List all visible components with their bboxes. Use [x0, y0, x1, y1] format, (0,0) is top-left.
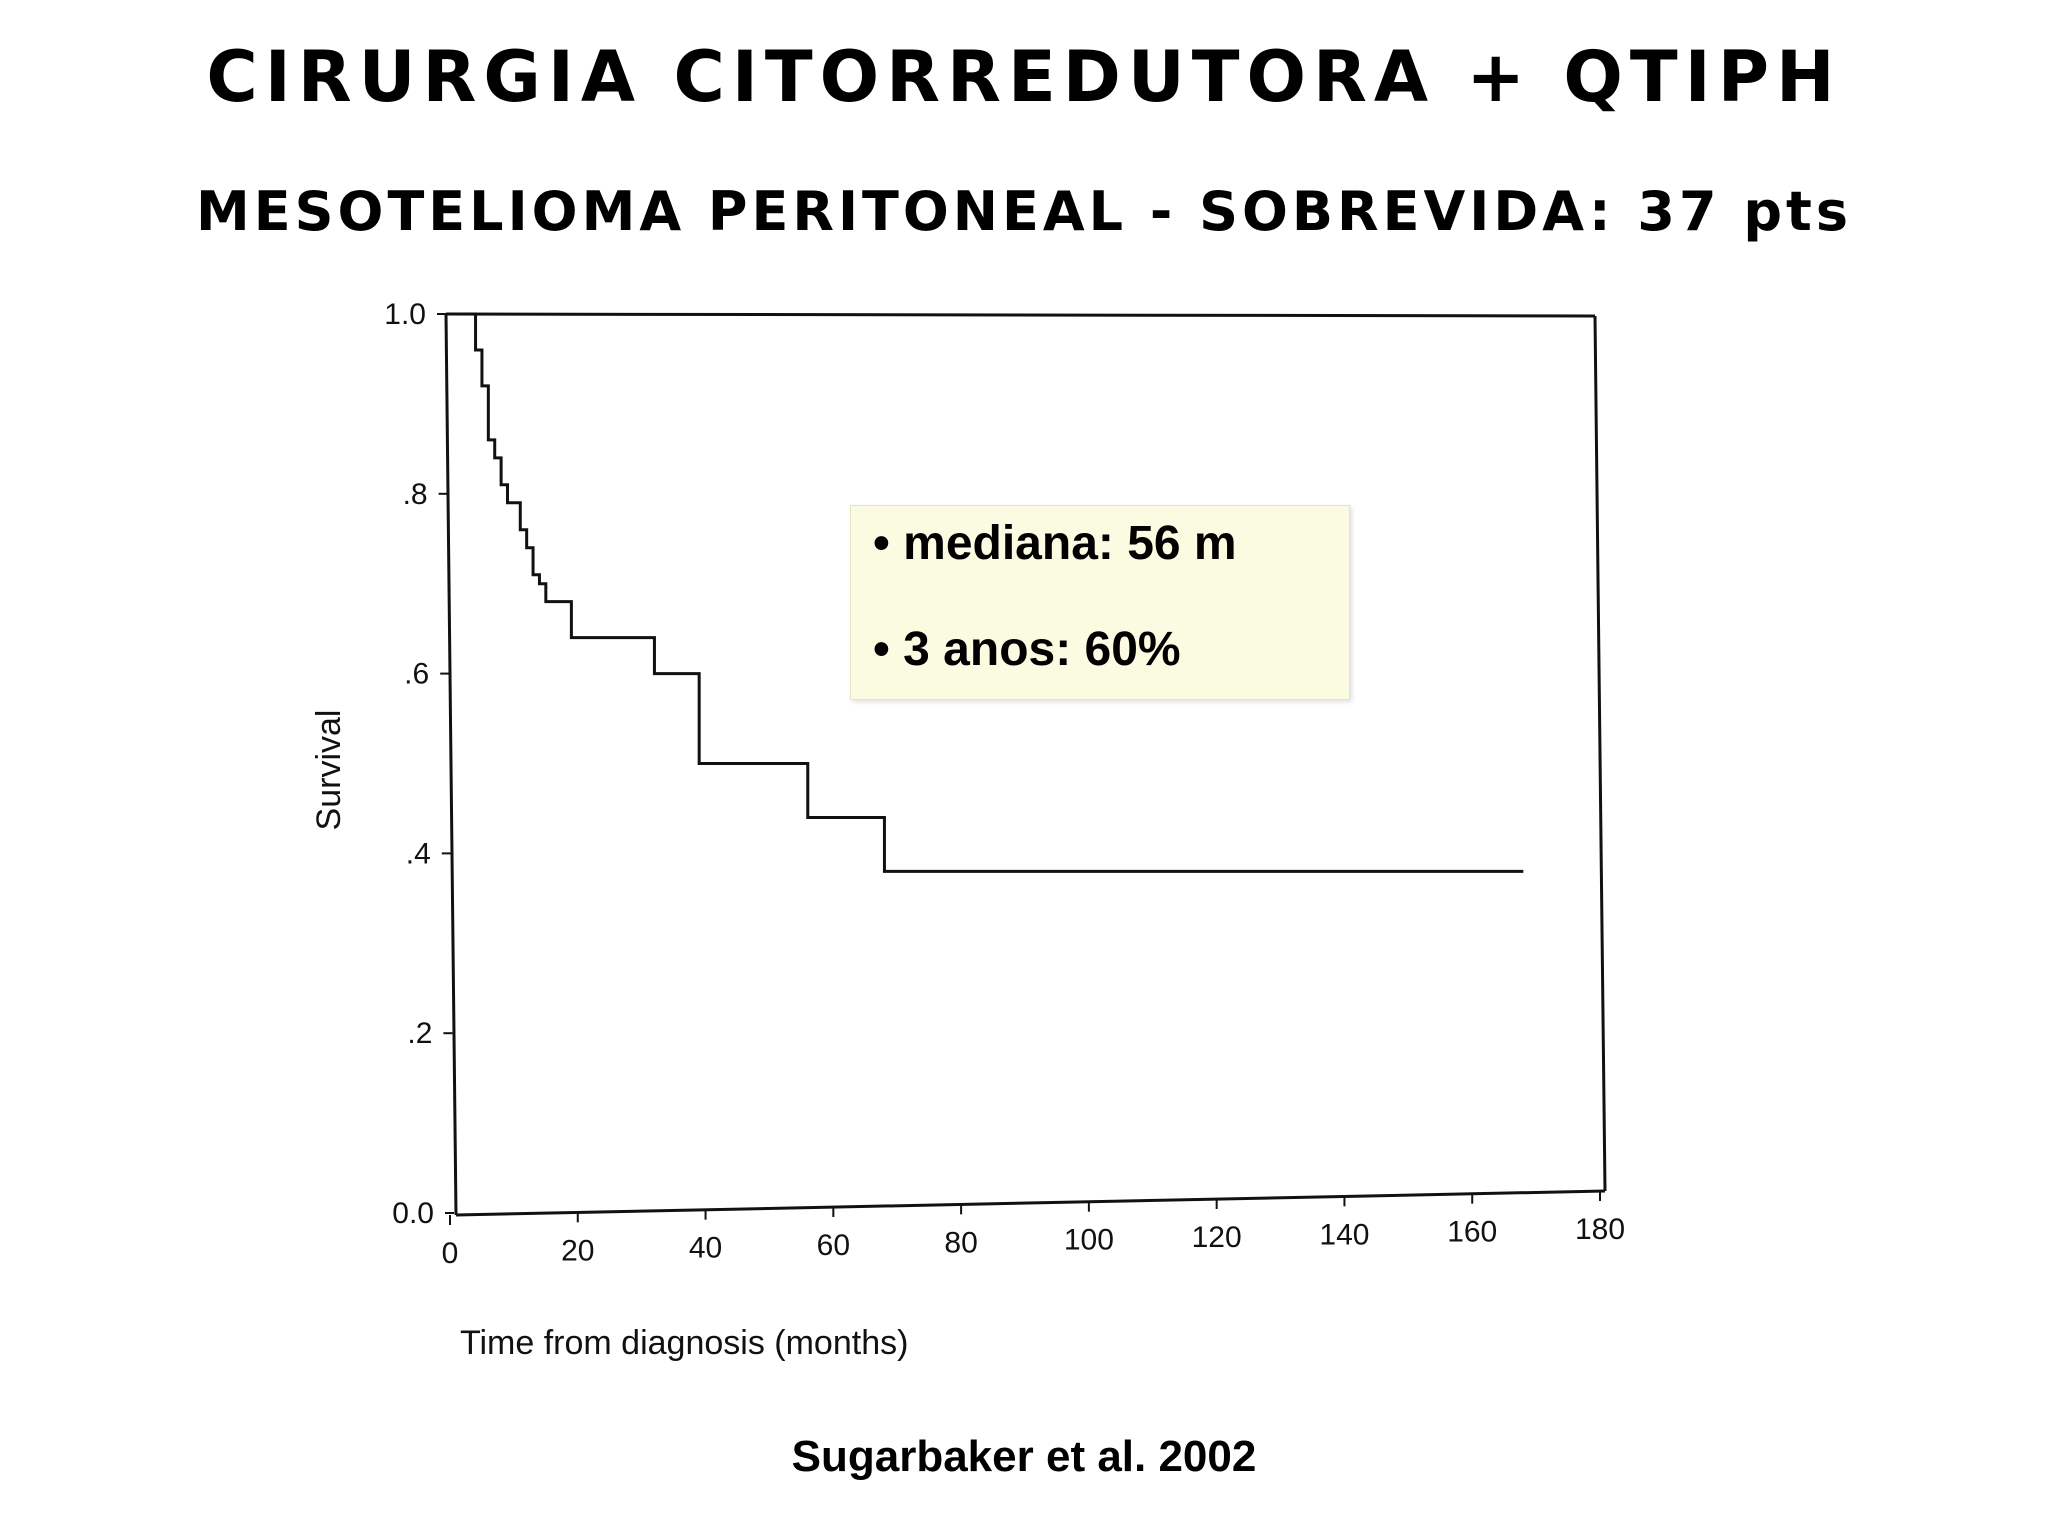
x-tick-label: 100: [1064, 1224, 1114, 1257]
y-axis: 0.0 .2 .4 .6 .8 1.0: [384, 298, 454, 1230]
citation: Sugarbaker et al. 2002: [791, 1432, 1257, 1481]
y-axis-label: Survival: [310, 710, 348, 831]
x-tick-label: 160: [1447, 1216, 1497, 1249]
x-tick-label: 40: [689, 1232, 722, 1265]
y-tick-label: .2: [407, 1017, 432, 1050]
x-tick-label: 180: [1575, 1213, 1625, 1246]
x-tick-label: 120: [1192, 1221, 1242, 1254]
y-tick-label: 1.0: [384, 298, 426, 331]
series-layer: [450, 312, 1524, 873]
survival-curve-1: [450, 312, 1524, 873]
y-axis-line: [444, 313, 458, 1216]
annotation-3-year: • 3 anos: 60%: [873, 623, 1181, 676]
x-axis: 0 20 40 60 80 100 120 140 160 180: [442, 1191, 1625, 1270]
x-tick-label: 20: [561, 1234, 594, 1267]
x-tick-label: 60: [817, 1229, 850, 1262]
x-tick-label: 80: [944, 1226, 977, 1259]
annotation-box: • mediana: 56 m • 3 anos: 60%: [850, 505, 1350, 700]
page-title: CIRURGIA CITORREDUTORA + QTIPH: [206, 36, 1842, 118]
plot-right-border: [1593, 315, 1607, 1192]
x-tick-label: 0: [442, 1237, 459, 1270]
y-tick-label: .6: [404, 658, 429, 691]
plot-frame: [444, 312, 1607, 1217]
x-axis-label: Time from diagnosis (months): [460, 1324, 908, 1362]
y-tick-label: 0.0: [392, 1197, 434, 1230]
plot-top-border: [445, 312, 1596, 318]
annotation-median: • mediana: 56 m: [873, 517, 1237, 570]
y-tick-label: .8: [403, 478, 428, 511]
x-tick-label: 140: [1319, 1218, 1369, 1251]
y-tick-label: .4: [406, 837, 431, 870]
x-axis-line: [455, 1189, 1606, 1217]
page-subtitle: MESOTELIOMA PERITONEAL - SOBREVIDA: 37 p…: [196, 180, 1852, 243]
